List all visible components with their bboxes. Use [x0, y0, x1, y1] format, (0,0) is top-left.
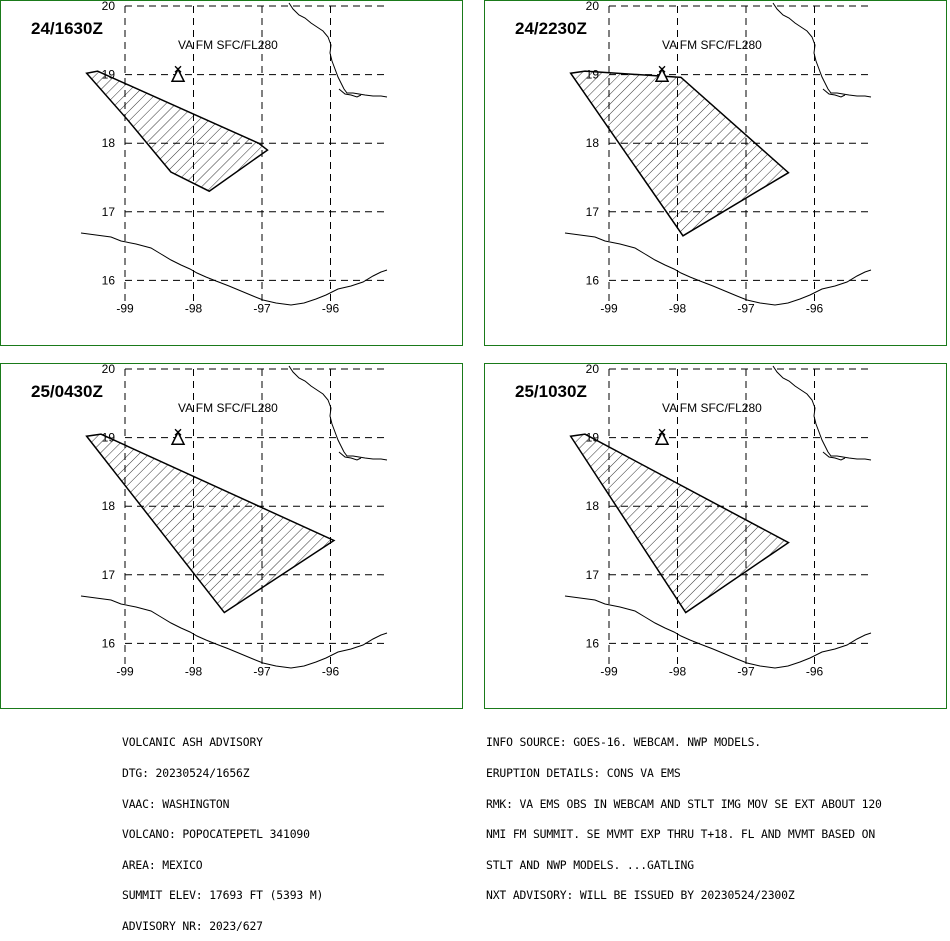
lat-tick-label: 16 — [102, 636, 116, 650]
volcano-triangle-icon — [654, 67, 670, 82]
coastline — [338, 451, 362, 461]
advisory-line: STLT AND NWP MODELS. ...GATLING — [486, 857, 694, 872]
coastline — [288, 365, 388, 461]
valid-time-label: 25/0430Z — [31, 382, 103, 401]
coastline — [564, 595, 872, 669]
lon-tick-label: -97 — [737, 664, 755, 678]
advisory-line: ERUPTION DETAILS: CONS VA EMS — [486, 766, 681, 780]
map-canvas-2: 20 19 18 17 16-99 -98 -97 -96 — [564, 1, 873, 315]
ash-cloud-polygon — [85, 433, 336, 614]
lon-tick-label: -96 — [322, 664, 340, 678]
layer-label: VA FM SFC/FL280 — [662, 38, 762, 52]
lon-tick-label: -99 — [116, 301, 134, 315]
lon-tick-label: -98 — [185, 301, 203, 315]
advisory-line: VOLCANO: POPOCATEPETL 341090 — [122, 827, 310, 842]
lon-tick-label: -96 — [806, 301, 824, 315]
lat-tick-label: 17 — [586, 205, 600, 219]
lat-tick-label: 19 — [102, 68, 116, 82]
lon-tick-label: -96 — [806, 664, 824, 678]
lon-tick-label: -99 — [600, 301, 618, 315]
layer-label: VA FM SFC/FL280 — [178, 401, 278, 415]
map-canvas-3: 20 19 18 17 16-99 -98 -97 -96 — [80, 364, 389, 678]
advisory-line: DTG: 20230524/1656Z — [122, 766, 250, 780]
volcano-triangle-icon — [170, 430, 186, 445]
coastline — [772, 365, 872, 461]
volcano-triangle-icon — [170, 67, 186, 82]
advisory-line: ADVISORY NR: 2023/627 — [122, 918, 263, 933]
lat-tick-label: 18 — [102, 499, 116, 513]
coastline — [338, 88, 362, 98]
advisory-line: AREA: MEXICO — [122, 857, 203, 872]
valid-time-label: 25/1030Z — [515, 382, 587, 401]
map-panel-3: 20 19 18 17 16 -99 -98 -97 -96 25/0430Z VA FM SF… — [0, 363, 463, 709]
layer-label: VA FM SFC/FL280 — [178, 38, 278, 52]
lon-tick-label: -97 — [737, 301, 755, 315]
volcano-triangle-icon — [654, 430, 670, 445]
map-canvas-1: 20 19 18 17 16-99 -98 -97 -96 — [80, 1, 389, 315]
lon-tick-label: -99 — [116, 664, 134, 678]
valid-time-label: 24/2230Z — [515, 19, 587, 38]
lat-tick-label: 20 — [586, 1, 600, 13]
advisory-remarks-right: INFO SOURCE: GOES-16. WEBCAM. NWP MODELS… — [486, 717, 882, 911]
advisory-line: RMK: VA EMS OBS IN WEBCAM AND STLT IMG M… — [486, 796, 882, 811]
volcano-marker-icon — [174, 65, 182, 73]
lon-tick-label: -97 — [253, 664, 271, 678]
lon-tick-label: -97 — [253, 301, 271, 315]
map-panel-4: 20 19 18 17 16 -99 -98 -97 -96 25/1030Z VA FM SF… — [484, 363, 947, 709]
lat-tick-label: 17 — [586, 568, 600, 582]
lon-tick-label: -98 — [669, 301, 687, 315]
advisory-line: VAAC: WASHINGTON — [122, 796, 230, 811]
lat-tick-label: 20 — [586, 364, 600, 376]
ash-cloud-polygon — [85, 70, 269, 193]
lon-tick-label: -96 — [322, 301, 340, 315]
advisory-header-left: VOLCANIC ASH ADVISORY DTG: 20230524/1656… — [122, 717, 323, 941]
lat-tick-label: 19 — [586, 68, 600, 82]
lat-tick-label: 17 — [102, 205, 116, 219]
coastline — [564, 232, 872, 306]
map-panel-1: 20 19 18 17 16 -99 -98 -97 -96 24/1630Z VA FM SF… — [0, 0, 463, 346]
volcano-marker-icon — [174, 428, 182, 436]
ash-cloud-polygon — [569, 433, 790, 614]
lat-tick-label: 18 — [586, 499, 600, 513]
lat-tick-label: 17 — [102, 568, 116, 582]
map-canvas-4: 20 19 18 17 16-99 -98 -97 -96 — [564, 364, 873, 678]
valid-time-label: 24/1630Z — [31, 19, 103, 38]
advisory-line: SUMMIT ELEV: 17693 FT (5393 M) — [122, 888, 324, 903]
lat-tick-label: 20 — [102, 364, 116, 376]
lat-tick-label: 16 — [586, 273, 600, 287]
coastline — [822, 88, 846, 98]
lat-tick-label: 16 — [102, 273, 116, 287]
lat-tick-label: 19 — [586, 431, 600, 445]
coastline — [822, 451, 846, 461]
lon-tick-label: -98 — [669, 664, 687, 678]
map-panel-2: 20 19 18 17 16 -99 -98 -97 -96 24/2230Z VA FM SF… — [484, 0, 947, 346]
coastline — [288, 2, 388, 98]
volcano-marker-icon — [658, 65, 666, 73]
ash-cloud-polygon — [569, 70, 790, 237]
layer-label: VA FM SFC/FL280 — [662, 401, 762, 415]
volcano-marker-icon — [658, 428, 666, 436]
advisory-line: INFO SOURCE: GOES-16. WEBCAM. NWP MODELS… — [486, 735, 762, 750]
lat-tick-label: 16 — [586, 636, 600, 650]
lat-tick-label: 18 — [586, 136, 600, 150]
coastline — [80, 595, 388, 669]
lon-tick-label: -98 — [185, 664, 203, 678]
coastline — [772, 2, 872, 98]
lon-tick-label: -99 — [600, 664, 618, 678]
advisory-line: NMI FM SUMMIT. SE MVMT EXP THRU T+18. FL… — [486, 827, 876, 842]
advisory-line: VOLCANIC ASH ADVISORY — [122, 735, 263, 750]
coastline — [80, 232, 388, 306]
lat-tick-label: 19 — [102, 431, 116, 445]
lat-tick-label: 18 — [102, 136, 116, 150]
lat-tick-label: 20 — [102, 1, 116, 13]
advisory-line: NXT ADVISORY: WILL BE ISSUED BY 20230524… — [486, 888, 795, 903]
